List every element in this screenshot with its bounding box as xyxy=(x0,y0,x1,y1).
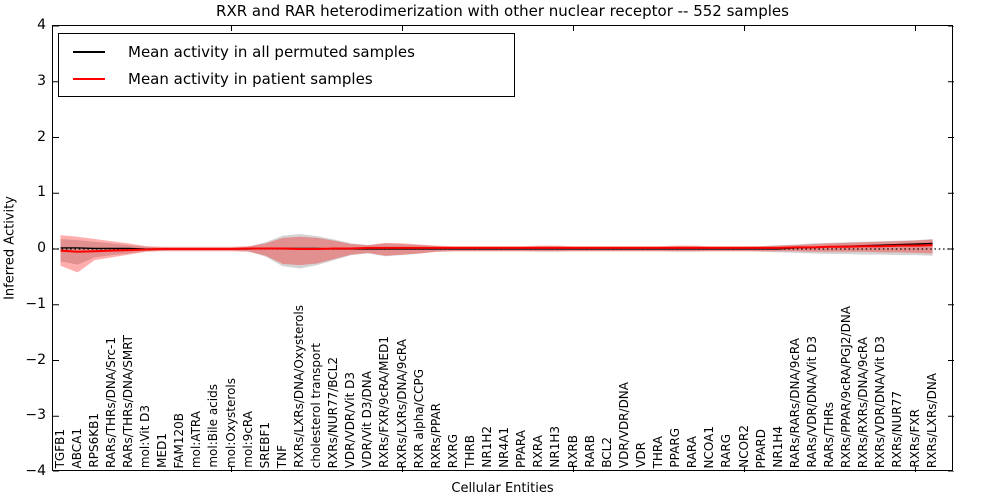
patient-mean-line xyxy=(60,244,933,253)
x-tick-label: NR1H3 xyxy=(548,426,563,468)
x-tick-label: mol:Oxysterols xyxy=(223,378,238,468)
x-tick-label: VDR xyxy=(633,442,648,468)
x-tick-label: SREBF1 xyxy=(257,421,272,468)
y-tick-label: 4 xyxy=(37,17,46,33)
x-tick-label: VDR/VDR/Vit D3 xyxy=(343,371,358,468)
chart-title: RXR and RAR heterodimerization with othe… xyxy=(216,2,789,20)
x-tick-label: RXRG xyxy=(445,433,460,468)
x-tick-label: mol:Bile acids xyxy=(206,384,221,468)
x-tick-label: BCL2 xyxy=(599,437,614,468)
x-tick-label: FAM120B xyxy=(172,412,187,469)
x-tick-label: RPS6KB1 xyxy=(86,413,101,468)
x-tick-label: RXRs/PPAR/9cRA/PGJ2/DNA xyxy=(839,306,854,468)
x-tick-label: PPARG xyxy=(668,428,683,468)
x-tick-label: PPARA xyxy=(514,430,529,468)
black-line-swatch-icon xyxy=(73,50,105,53)
legend-item-label: Mean activity in all permuted samples xyxy=(128,42,415,61)
y-tick-label: −3 xyxy=(25,407,46,424)
x-tick-label: mol:Vit D3 xyxy=(138,404,152,468)
x-tick-label: RXRs/LXRs/DNA/Oxysterols xyxy=(291,305,306,468)
x-tick-label: cholesterol transport xyxy=(309,342,323,468)
y-tick-label: −1 xyxy=(25,295,46,312)
x-tick-label: RARs/THRs xyxy=(822,402,836,468)
x-tick-label: VDR/Vit D3/DNA xyxy=(360,371,375,468)
y-tick-label: 2 xyxy=(37,128,46,145)
x-tick-label: RXRs/NUR77/BCL2 xyxy=(326,356,341,468)
x-tick-label: RXR alpha/CCPG xyxy=(411,368,426,468)
x-tick-label: mol:9cRA xyxy=(240,411,255,468)
x-tick-label: RARs/THRs/DNA/SMRT xyxy=(120,335,135,468)
x-tick-label: VDR/VDR/DNA xyxy=(616,381,631,468)
legend-item-permuted: Mean activity in all permuted samples xyxy=(73,38,514,65)
x-tick-label: RARs/THRs/DNA/Src-1 xyxy=(103,337,118,468)
x-tick-label: RXRs/RXRs/DNA/9cRA xyxy=(856,336,871,468)
x-tick-label: mol:ATRA xyxy=(189,410,204,468)
y-tick-label: 3 xyxy=(37,72,46,89)
legend-item-label: Mean activity in patient samples xyxy=(128,69,373,88)
permuted-samples-std-band xyxy=(60,233,933,269)
x-axis-label: Cellular Entities xyxy=(451,481,554,496)
x-tick-label: RXRs/FXR/9cRA/MED1 xyxy=(377,336,392,468)
x-tick-label: TNF xyxy=(274,444,289,468)
x-tick-label: RXRs/FXR xyxy=(907,409,922,468)
y-tick-label: −2 xyxy=(25,351,46,368)
x-tick-label: RARB xyxy=(582,435,597,468)
plot-area xyxy=(52,25,954,472)
patient-samples-std-band xyxy=(60,235,933,273)
x-tick-label: NCOR2 xyxy=(736,425,751,468)
x-tick-label: NR4A1 xyxy=(497,427,512,468)
red-line-swatch-icon xyxy=(73,77,105,80)
x-tick-label: RXRs/VDR/DNA/Vit D3 xyxy=(873,335,888,468)
x-tick-label: RARG xyxy=(719,434,734,468)
x-tick-label: NR1H2 xyxy=(480,426,494,468)
y-tick-label: −4 xyxy=(25,463,46,479)
x-tick-label: RXRs/NUR77 xyxy=(890,391,905,468)
x-tick-label: RARs/RARs/DNA/9cRA xyxy=(787,337,802,468)
x-tick-label: RXRs/LXRs/DNA xyxy=(924,372,939,468)
x-tick-label: ABCA1 xyxy=(69,427,84,468)
legend: Mean activity in all permuted samples Me… xyxy=(58,33,515,97)
x-tick-label: RXRB xyxy=(565,434,580,468)
x-tick-label: THRB xyxy=(462,435,477,468)
x-tick-label: RXRs/LXRs/DNA/9cRA xyxy=(394,338,409,469)
y-tick-label: 0 xyxy=(37,240,46,256)
legend-item-patient: Mean activity in patient samples xyxy=(73,65,514,92)
x-tick-label: RXRA xyxy=(531,435,546,468)
x-tick-label: TGFB1 xyxy=(52,428,67,468)
x-tick-label: RXRs/PPAR xyxy=(428,402,443,468)
x-tick-label: NR1H4 xyxy=(770,426,785,468)
x-tick-label: RARs/VDR/DNA/Vit D3 xyxy=(804,336,819,468)
x-tick-label: PPARD xyxy=(753,428,768,469)
x-tick-label: NCOA1 xyxy=(702,425,717,468)
x-tick-label: RARA xyxy=(685,435,700,468)
x-tick-label: THRA xyxy=(651,435,665,468)
chart-canvas xyxy=(53,26,954,472)
x-tick-label: MED1 xyxy=(155,433,170,468)
y-tick-label: 1 xyxy=(37,184,46,201)
